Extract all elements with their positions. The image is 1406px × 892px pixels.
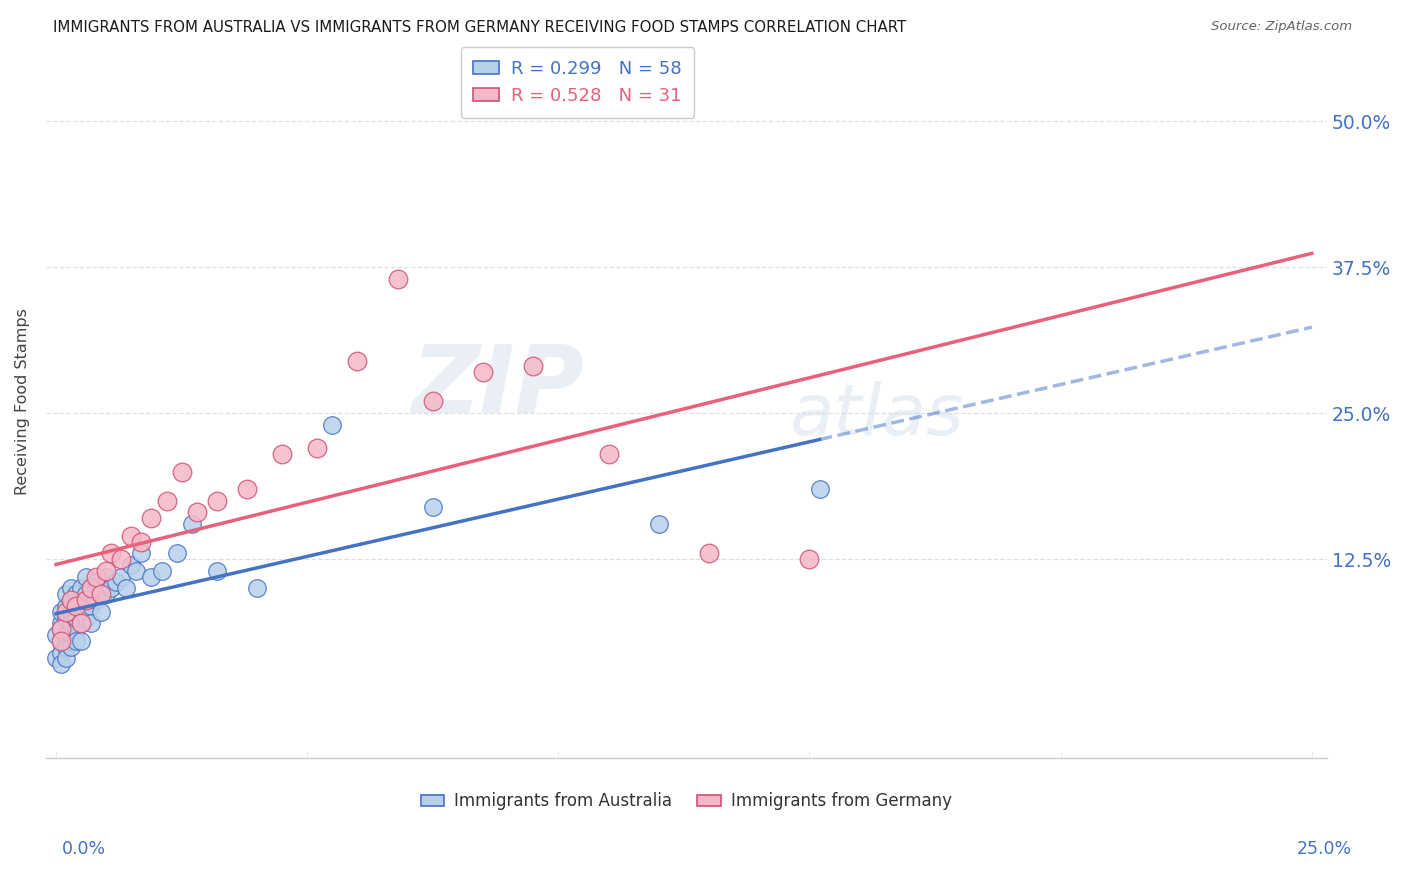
- Point: [110, 569, 132, 583]
- Point: [65, 633, 87, 648]
- Point: [321, 417, 343, 432]
- Text: atlas: atlas: [789, 381, 963, 450]
- Point: [422, 500, 444, 514]
- Point: [205, 564, 228, 578]
- Point: [180, 517, 202, 532]
- Point: [131, 534, 153, 549]
- Point: [70, 582, 93, 596]
- Point: [49, 622, 72, 636]
- Point: [75, 610, 97, 624]
- Point: [80, 616, 103, 631]
- Point: [120, 529, 142, 543]
- Point: [170, 465, 193, 479]
- Point: [246, 582, 269, 596]
- Point: [90, 605, 112, 619]
- Point: [141, 511, 163, 525]
- Point: [49, 633, 72, 648]
- Point: [808, 482, 831, 496]
- Point: [49, 622, 72, 636]
- Point: [96, 564, 118, 578]
- Point: [60, 628, 83, 642]
- Text: 25.0%: 25.0%: [1296, 840, 1353, 858]
- Point: [49, 646, 72, 660]
- Point: [49, 605, 72, 619]
- Point: [70, 616, 93, 631]
- Point: [697, 546, 720, 560]
- Point: [120, 558, 142, 572]
- Point: [155, 493, 177, 508]
- Point: [75, 569, 97, 583]
- Point: [115, 582, 138, 596]
- Point: [648, 517, 671, 532]
- Point: [205, 493, 228, 508]
- Point: [422, 394, 444, 409]
- Point: [90, 587, 112, 601]
- Point: [55, 599, 77, 613]
- Point: [346, 353, 368, 368]
- Point: [598, 447, 620, 461]
- Point: [271, 447, 294, 461]
- Point: [84, 575, 107, 590]
- Point: [186, 505, 208, 519]
- Point: [55, 640, 77, 654]
- Text: 0.0%: 0.0%: [62, 840, 107, 858]
- Text: ZIP: ZIP: [411, 342, 583, 434]
- Point: [65, 599, 87, 613]
- Point: [75, 593, 97, 607]
- Point: [55, 651, 77, 665]
- Point: [141, 569, 163, 583]
- Point: [65, 587, 87, 601]
- Point: [96, 587, 118, 601]
- Point: [49, 616, 72, 631]
- Point: [49, 657, 72, 672]
- Point: [60, 640, 83, 654]
- Point: [45, 651, 67, 665]
- Point: [150, 564, 173, 578]
- Point: [84, 569, 107, 583]
- Point: [70, 633, 93, 648]
- Point: [799, 552, 821, 566]
- Point: [60, 616, 83, 631]
- Point: [125, 564, 148, 578]
- Point: [70, 616, 93, 631]
- Point: [60, 593, 83, 607]
- Point: [60, 593, 83, 607]
- Point: [84, 593, 107, 607]
- Point: [55, 605, 77, 619]
- Y-axis label: Receiving Food Stamps: Receiving Food Stamps: [15, 308, 30, 495]
- Point: [60, 582, 83, 596]
- Point: [49, 633, 72, 648]
- Text: IMMIGRANTS FROM AUSTRALIA VS IMMIGRANTS FROM GERMANY RECEIVING FOOD STAMPS CORRE: IMMIGRANTS FROM AUSTRALIA VS IMMIGRANTS …: [53, 20, 907, 35]
- Point: [96, 569, 118, 583]
- Point: [65, 610, 87, 624]
- Point: [80, 599, 103, 613]
- Point: [236, 482, 259, 496]
- Point: [100, 582, 122, 596]
- Point: [100, 546, 122, 560]
- Point: [65, 622, 87, 636]
- Point: [55, 610, 77, 624]
- Point: [70, 599, 93, 613]
- Point: [55, 628, 77, 642]
- Point: [75, 587, 97, 601]
- Point: [55, 587, 77, 601]
- Point: [131, 546, 153, 560]
- Point: [522, 359, 544, 374]
- Point: [307, 441, 329, 455]
- Point: [387, 272, 409, 286]
- Point: [80, 582, 103, 596]
- Point: [65, 599, 87, 613]
- Point: [45, 628, 67, 642]
- Point: [105, 575, 128, 590]
- Point: [472, 365, 495, 379]
- Text: Source: ZipAtlas.com: Source: ZipAtlas.com: [1212, 20, 1353, 33]
- Legend: Immigrants from Australia, Immigrants from Germany: Immigrants from Australia, Immigrants fr…: [415, 786, 959, 817]
- Point: [110, 552, 132, 566]
- Point: [60, 605, 83, 619]
- Point: [80, 582, 103, 596]
- Point: [166, 546, 188, 560]
- Point: [90, 587, 112, 601]
